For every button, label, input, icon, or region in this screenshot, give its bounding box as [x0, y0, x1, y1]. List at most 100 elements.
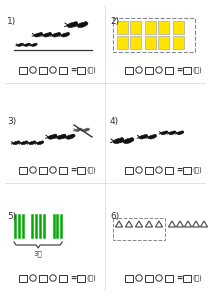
Bar: [183, 167, 191, 173]
Ellipse shape: [148, 135, 156, 139]
Text: =: =: [176, 165, 182, 175]
Ellipse shape: [57, 135, 65, 139]
Ellipse shape: [77, 23, 87, 28]
Bar: [77, 167, 85, 173]
Ellipse shape: [83, 129, 89, 132]
Ellipse shape: [79, 128, 81, 130]
Ellipse shape: [63, 134, 66, 137]
Bar: [59, 274, 67, 282]
Text: 5): 5): [7, 212, 16, 221]
Ellipse shape: [181, 131, 184, 133]
Ellipse shape: [41, 141, 44, 143]
Ellipse shape: [84, 22, 88, 25]
Ellipse shape: [34, 33, 42, 37]
Text: =: =: [70, 274, 76, 282]
Bar: [117, 36, 128, 49]
Bar: [113, 218, 165, 240]
Bar: [77, 67, 85, 73]
Bar: [130, 21, 141, 34]
Bar: [117, 21, 128, 34]
Text: 4): 4): [110, 117, 119, 126]
Ellipse shape: [21, 43, 23, 45]
Ellipse shape: [144, 134, 148, 137]
Bar: [158, 21, 169, 34]
Ellipse shape: [13, 141, 19, 145]
Bar: [183, 67, 191, 73]
Ellipse shape: [87, 128, 89, 130]
Ellipse shape: [35, 43, 37, 45]
Bar: [145, 21, 156, 34]
Bar: [145, 274, 153, 282]
Text: (个): (个): [192, 67, 202, 73]
Bar: [165, 67, 173, 73]
Ellipse shape: [123, 138, 133, 143]
Ellipse shape: [66, 32, 70, 35]
Bar: [77, 274, 85, 282]
Ellipse shape: [74, 22, 78, 25]
Ellipse shape: [154, 134, 157, 137]
Bar: [19, 167, 27, 173]
Ellipse shape: [66, 135, 74, 139]
Bar: [19, 67, 27, 73]
Ellipse shape: [43, 33, 51, 37]
Bar: [125, 274, 133, 282]
Text: =: =: [176, 274, 182, 282]
Ellipse shape: [54, 134, 57, 137]
Ellipse shape: [169, 131, 175, 135]
Text: 3根: 3根: [34, 250, 42, 257]
Text: =: =: [70, 165, 76, 175]
Bar: [19, 274, 27, 282]
Bar: [158, 36, 169, 49]
Bar: [165, 274, 173, 282]
Ellipse shape: [113, 138, 123, 143]
Bar: [125, 67, 133, 73]
Ellipse shape: [29, 141, 35, 145]
Bar: [165, 167, 173, 173]
Ellipse shape: [48, 135, 56, 139]
Ellipse shape: [25, 141, 28, 143]
Bar: [39, 274, 47, 282]
Bar: [39, 167, 47, 173]
Ellipse shape: [67, 23, 77, 28]
Ellipse shape: [24, 44, 30, 46]
Ellipse shape: [17, 141, 20, 143]
Ellipse shape: [130, 138, 134, 141]
Ellipse shape: [33, 141, 36, 143]
Bar: [173, 36, 184, 49]
Bar: [39, 67, 47, 73]
Text: (只): (只): [86, 67, 96, 73]
Ellipse shape: [52, 33, 60, 37]
Ellipse shape: [32, 44, 37, 46]
Ellipse shape: [28, 43, 30, 45]
Text: 3): 3): [7, 117, 16, 126]
Text: =: =: [70, 66, 76, 75]
Text: 1): 1): [7, 17, 16, 26]
Ellipse shape: [39, 32, 43, 35]
Ellipse shape: [49, 32, 52, 35]
Text: (个): (个): [192, 275, 202, 281]
Ellipse shape: [72, 134, 75, 137]
Bar: [113, 18, 195, 52]
Bar: [59, 167, 67, 173]
Ellipse shape: [173, 131, 176, 133]
Bar: [145, 67, 153, 73]
Text: (只): (只): [86, 167, 96, 173]
Bar: [125, 167, 133, 173]
Ellipse shape: [21, 141, 27, 145]
Ellipse shape: [75, 129, 81, 132]
Ellipse shape: [120, 138, 124, 141]
Ellipse shape: [177, 131, 183, 135]
Ellipse shape: [37, 141, 43, 145]
Ellipse shape: [57, 32, 61, 35]
Text: (只): (只): [192, 167, 202, 173]
Bar: [145, 36, 156, 49]
Ellipse shape: [165, 131, 168, 133]
Bar: [130, 36, 141, 49]
Bar: [59, 67, 67, 73]
Ellipse shape: [17, 44, 23, 46]
Text: 2): 2): [110, 17, 119, 26]
Ellipse shape: [139, 135, 147, 139]
Bar: [183, 274, 191, 282]
Text: 6): 6): [110, 212, 119, 221]
Bar: [145, 167, 153, 173]
